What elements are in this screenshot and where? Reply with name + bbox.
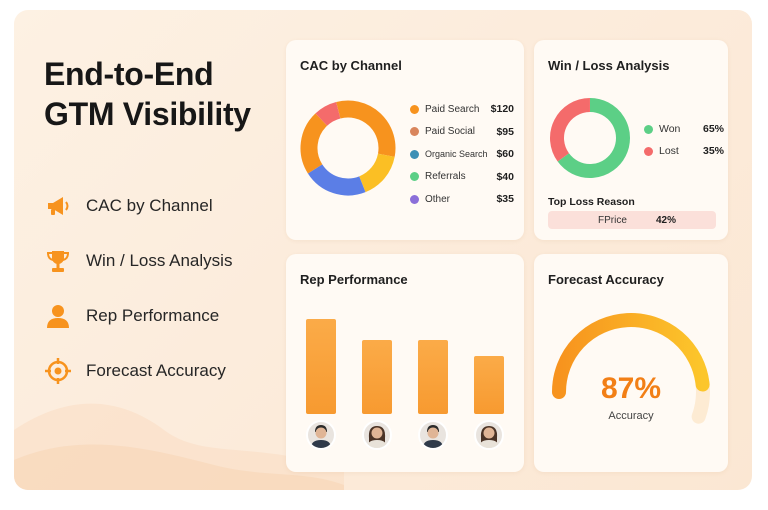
donut-segment — [557, 98, 630, 178]
megaphone-icon — [44, 192, 72, 220]
cac-card: CAC by Channel Paid Search $120 Paid Soci… — [286, 40, 524, 240]
legend-channel-name: Referrals — [425, 171, 466, 183]
legend-lost-label: Lost — [659, 145, 679, 157]
forecast-gauge: 87% Accuracy — [534, 254, 728, 472]
top-loss-pct: 42% — [656, 214, 677, 226]
legend-row: Organic Search $60 — [410, 143, 514, 166]
dashboard-frame: End-to-End GTM Visibility CAC by Channel… — [14, 10, 752, 490]
legend-swatch — [410, 104, 419, 114]
forecast-value: 87% — [600, 372, 662, 405]
forecast-card: Forecast Accuracy 87% Accuracy — [534, 254, 728, 472]
legend-won-pct: 65% — [702, 123, 724, 135]
rep-avatar — [362, 420, 392, 450]
legend-swatch — [410, 172, 419, 182]
cac-card-title: CAC by Channel — [300, 58, 402, 73]
rep-card: Rep Performance — [286, 254, 524, 472]
winloss-legend: Won 65% Lost 35% — [644, 118, 724, 162]
feature-item-winloss: Win / Loss Analysis — [44, 233, 284, 288]
trophy-icon — [44, 247, 72, 275]
feature-label: CAC by Channel — [86, 195, 213, 215]
background-wave — [14, 403, 344, 490]
feature-label: Forecast Accuracy — [86, 360, 226, 380]
legend-channel-value: $40 — [496, 170, 514, 183]
feature-list: CAC by Channel Win / Loss Analysis Rep P… — [44, 178, 284, 398]
legend-swatch — [644, 124, 653, 134]
feature-label: Rep Performance — [86, 305, 220, 325]
legend-channel-name: Organic Search — [425, 149, 488, 160]
winloss-donut-chart — [550, 98, 630, 178]
rep-avatar — [306, 420, 336, 450]
cac-donut-chart — [300, 100, 396, 196]
legend-swatch — [644, 146, 653, 156]
rep-card-title: Rep Performance — [300, 272, 408, 287]
feature-item-rep: Rep Performance — [44, 288, 284, 343]
legend-channel-value: $35 — [496, 193, 514, 206]
rep-bar — [418, 340, 448, 414]
legend-swatch — [410, 194, 419, 204]
winloss-card-title: Win / Loss Analysis — [548, 58, 670, 73]
top-loss-name: FPrice — [598, 214, 627, 226]
hero: End-to-End GTM Visibility — [44, 54, 284, 134]
legend-swatch — [410, 127, 419, 137]
legend-row-lost: Lost 35% — [644, 140, 724, 162]
top-loss-bar: FPrice 42% — [548, 211, 716, 229]
legend-row: Other $35 — [410, 188, 514, 211]
gauge-fill — [552, 313, 710, 399]
rep-bar — [306, 319, 336, 414]
legend-won-label: Won — [659, 123, 681, 135]
legend-channel-name: Paid Search — [425, 103, 480, 115]
rep-avatar — [418, 420, 448, 450]
feature-item-cac: CAC by Channel — [44, 178, 284, 233]
top-loss-title: Top Loss Reason — [548, 196, 635, 208]
legend-channel-value: $95 — [496, 125, 514, 138]
legend-channel-value: $120 — [490, 103, 514, 116]
cac-legend: Paid Search $120 Paid Social $95 Organic S… — [410, 98, 514, 211]
legend-row-won: Won 65% — [644, 118, 724, 140]
legend-lost-pct: 35% — [702, 145, 724, 157]
feature-item-forecast: Forecast Accuracy — [44, 343, 284, 398]
donut-segment — [300, 113, 328, 174]
rep-bar-chart — [286, 254, 524, 472]
donut-segment — [315, 102, 341, 127]
winloss-card: Win / Loss Analysis Won 65% Lost 35% Top L… — [534, 40, 728, 240]
person-icon — [44, 302, 72, 330]
donut-segment — [358, 153, 395, 193]
legend-row: Referrals $40 — [410, 166, 514, 189]
donut-segment — [550, 98, 591, 162]
donut-segment — [307, 163, 366, 196]
legend-row: Paid Search $120 — [410, 98, 514, 121]
forecast-label: Accuracy — [608, 410, 654, 422]
target-icon — [44, 357, 72, 385]
hero-title-line-1: End-to-End — [44, 56, 214, 92]
feature-label: Win / Loss Analysis — [86, 250, 233, 270]
legend-channel-name: Other — [425, 193, 451, 205]
rep-bar — [362, 340, 392, 414]
legend-swatch — [410, 149, 419, 159]
legend-row: Paid Social $95 — [410, 121, 514, 144]
donut-segment — [336, 100, 396, 157]
rep-bar — [474, 355, 504, 414]
forecast-card-title: Forecast Accuracy — [548, 272, 664, 287]
rep-avatar — [474, 420, 504, 450]
forecast-gauge-arc — [552, 313, 710, 424]
legend-channel-value: $60 — [496, 148, 514, 161]
hero-title-line-2: GTM Visibility — [44, 96, 251, 132]
legend-channel-name: Paid Social — [425, 126, 476, 138]
